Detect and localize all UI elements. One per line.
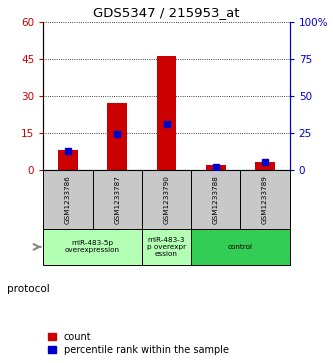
Bar xyxy=(107,103,127,170)
Bar xyxy=(58,150,78,170)
Bar xyxy=(255,162,275,170)
Text: protocol: protocol xyxy=(7,284,49,294)
Text: miR-483-3
p overexpr
ession: miR-483-3 p overexpr ession xyxy=(147,237,186,257)
Text: GSM1233788: GSM1233788 xyxy=(213,175,219,224)
Text: GSM1233787: GSM1233787 xyxy=(114,175,120,224)
Title: GDS5347 / 215953_at: GDS5347 / 215953_at xyxy=(93,6,240,19)
Bar xyxy=(206,165,226,170)
Bar xyxy=(43,229,142,265)
Text: control: control xyxy=(228,244,253,250)
Text: miR-483-5p
overexpression: miR-483-5p overexpression xyxy=(65,240,120,253)
Text: GSM1233790: GSM1233790 xyxy=(164,175,169,224)
Bar xyxy=(43,170,93,229)
Bar xyxy=(142,229,191,265)
Bar xyxy=(191,170,240,229)
Bar xyxy=(191,229,290,265)
Bar xyxy=(157,56,176,170)
Bar xyxy=(93,170,142,229)
Bar xyxy=(240,170,290,229)
Text: GSM1233789: GSM1233789 xyxy=(262,175,268,224)
Bar xyxy=(142,170,191,229)
Text: GSM1233786: GSM1233786 xyxy=(65,175,71,224)
Legend: count, percentile rank within the sample: count, percentile rank within the sample xyxy=(48,331,229,355)
